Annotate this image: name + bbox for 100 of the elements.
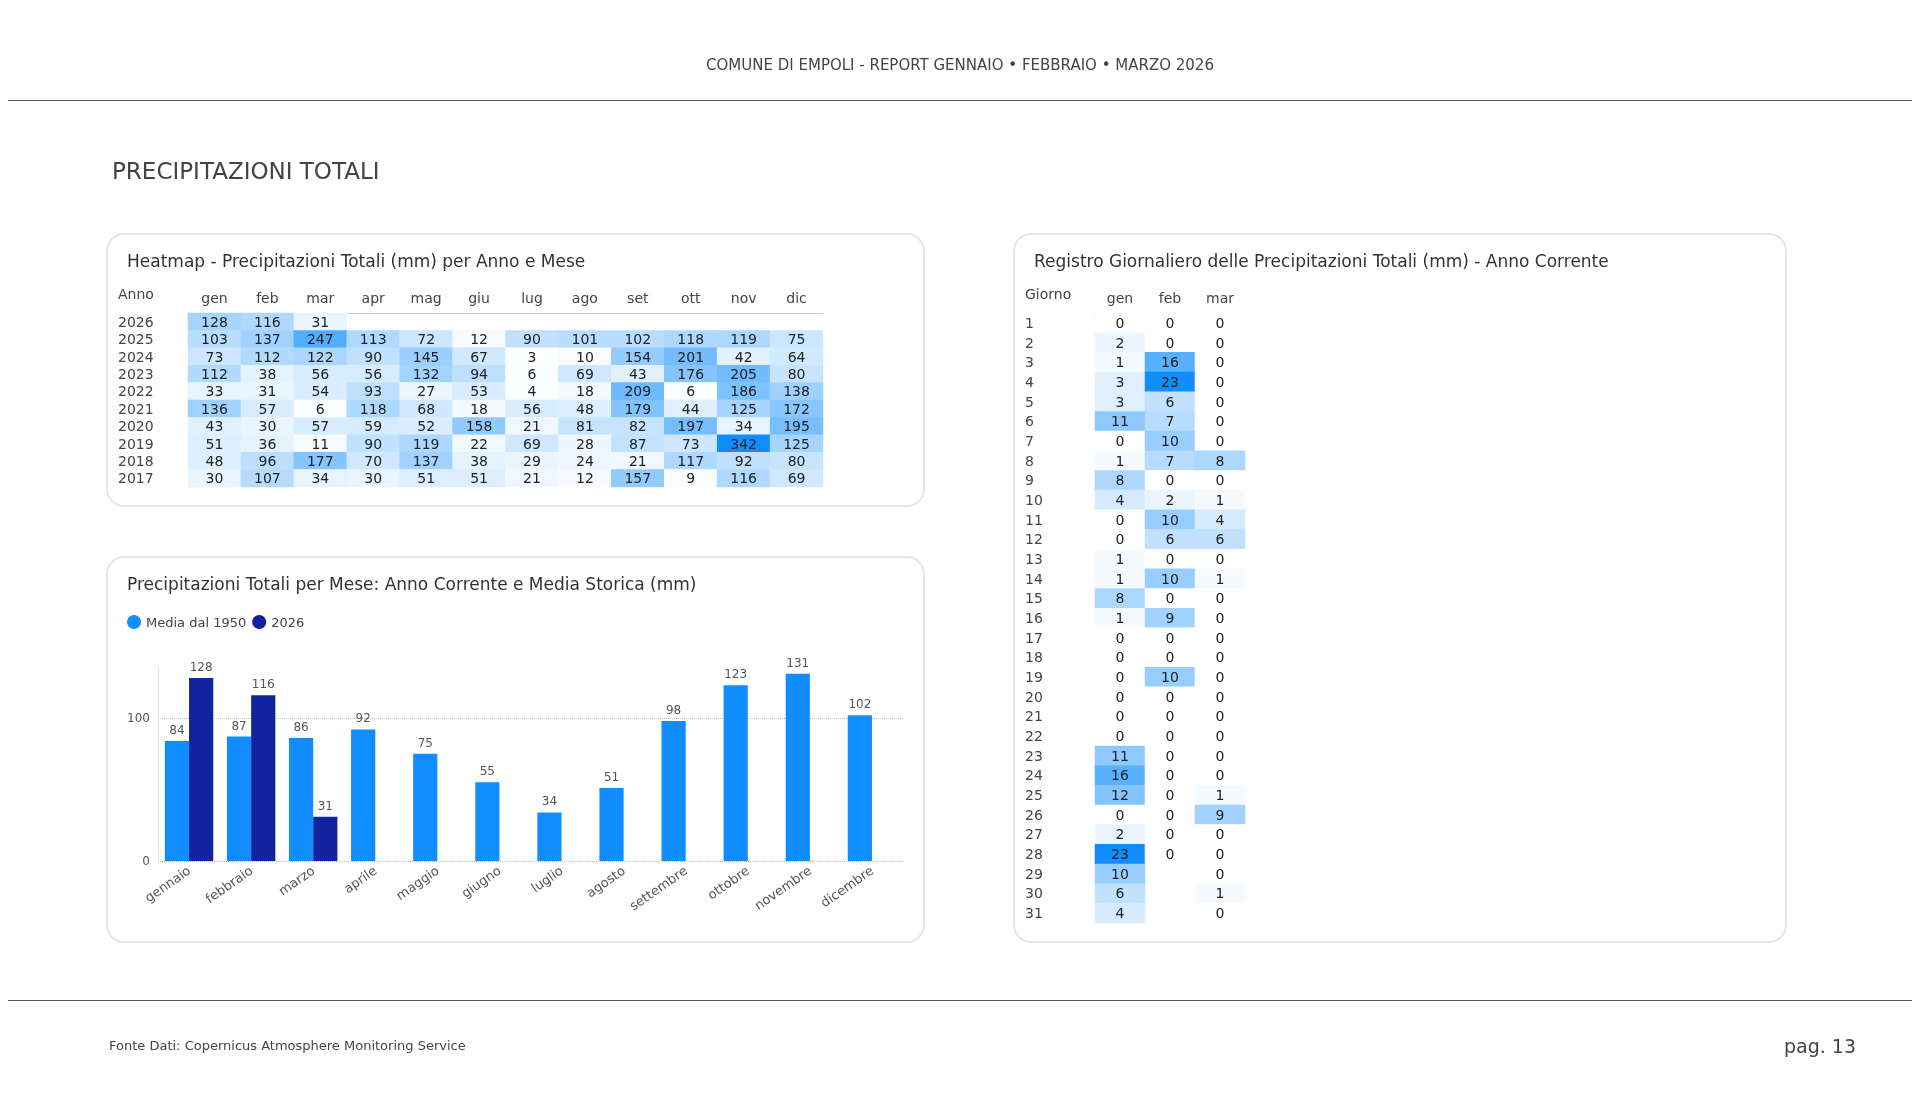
data-label: 342 (730, 435, 757, 452)
x-tick-label: gen (1106, 290, 1134, 306)
y-tick-label: 5 (1025, 393, 1034, 410)
data-label: 52 (417, 418, 436, 435)
data-label: 31 (258, 383, 277, 400)
data-label: 0 (1165, 806, 1175, 823)
y-tick-label: 12 (1025, 531, 1043, 548)
data-label: 51 (470, 470, 488, 487)
y-tick-label: 16 (1025, 610, 1043, 626)
data-label: 4 (527, 383, 537, 400)
y-tick-label: 23 (1025, 747, 1043, 764)
data-label: 33 (205, 383, 224, 400)
data-label: 118 (359, 400, 387, 417)
x-tick-label: lug (521, 290, 543, 306)
text: PRECIPITAZIONI TOTALI (112, 158, 380, 184)
data-label: 16 (1161, 354, 1179, 371)
data-label: 82 (628, 418, 647, 435)
x-tick-label: dic (786, 290, 807, 306)
data-label: 8 (1215, 452, 1225, 469)
data-label: 101 (571, 331, 599, 348)
data-label: 195 (783, 418, 810, 435)
data-label: 0 (1215, 393, 1225, 410)
data-label: 1 (1115, 610, 1125, 626)
data-label: 4 (1215, 511, 1225, 528)
data-label: 86 (293, 720, 309, 735)
data-label: 125 (783, 435, 810, 452)
data-label: 1 (1115, 550, 1125, 567)
y-tick-label: 28 (1025, 846, 1043, 863)
data-label: 81 (575, 418, 594, 435)
data-label: 131 (786, 655, 810, 670)
data-label: 38 (470, 452, 488, 469)
y-tick-label: 7 (1025, 432, 1034, 449)
data-label: 96 (258, 452, 277, 469)
data-label: 6 (1165, 393, 1175, 410)
y-tick-label: 2024 (118, 348, 154, 365)
data-label: 72 (417, 331, 436, 348)
bar (413, 753, 438, 861)
data-label: 80 (787, 365, 806, 382)
data-label: 0 (1215, 708, 1225, 725)
data-label: 0 (1165, 767, 1175, 784)
x-tick-label: feb (256, 290, 279, 306)
y-tick-label: 26 (1025, 806, 1043, 823)
data-label: 27 (417, 383, 436, 400)
data-label: 0 (1215, 865, 1225, 882)
data-label: 30 (258, 418, 277, 435)
data-label: 44 (681, 400, 700, 417)
bar (847, 715, 872, 861)
data-label: 34 (541, 794, 558, 809)
data-label: 0 (1165, 472, 1175, 489)
y-tick-label: 24 (1025, 767, 1043, 784)
data-label: 2 (1115, 826, 1125, 843)
data-label: 51 (205, 435, 224, 452)
data-label: 87 (628, 435, 647, 452)
y-tick-label: 2026 (118, 313, 154, 330)
data-label: 12 (1111, 787, 1129, 804)
data-label: 51 (417, 470, 436, 487)
data-label: 117 (677, 452, 705, 469)
data-label: 0 (1215, 747, 1225, 764)
data-label: 1 (1215, 885, 1225, 902)
data-label: 0 (1115, 432, 1125, 449)
data-label: 0 (1215, 550, 1225, 567)
x-tick-label: mag (410, 290, 442, 306)
data-label: 18 (575, 383, 594, 400)
data-label: 69 (575, 365, 594, 382)
y-tick-label: 2017 (118, 470, 154, 487)
data-label: 4 (1115, 905, 1125, 922)
data-label: 0 (1165, 747, 1175, 764)
data-label: 59 (364, 418, 383, 435)
data-label: 116 (730, 470, 758, 487)
data-label: 12 (575, 470, 594, 487)
data-label: 137 (412, 452, 440, 469)
data-label: 123 (724, 667, 748, 682)
data-label: 92 (734, 452, 753, 469)
text: Registro Giornaliero delle Precipitazioni Totali (mm) - Anno Corrente (1034, 250, 1609, 271)
data-label: 102 (624, 331, 652, 348)
data-label: 94 (470, 365, 489, 382)
data-label: 18 (470, 400, 488, 417)
data-label: 31 (317, 798, 333, 813)
data-label: 8 (1115, 472, 1125, 489)
data-label: 0 (1165, 629, 1175, 646)
y-tick-label: 2021 (118, 400, 154, 417)
data-label: 0 (1215, 767, 1225, 784)
y-tick-label: 4 (1025, 373, 1034, 390)
text: COMUNE DI EMPOLI - REPORT GENNAIO • FEBBRAIO • MARZO 2026 (705, 56, 1215, 74)
data-label: 10 (1161, 669, 1179, 686)
data-label: 0 (1165, 688, 1175, 705)
y-tick-label: 2023 (118, 365, 154, 382)
y-tick-label: 2025 (118, 331, 154, 348)
data-label: 0 (1165, 314, 1175, 331)
data-label: 158 (465, 418, 493, 435)
data-label: 113 (359, 331, 387, 348)
y-tick-label: 21 (1025, 708, 1043, 725)
data-label: 0 (1115, 314, 1125, 331)
data-label: 132 (412, 365, 440, 382)
data-label: 6 (1215, 531, 1225, 548)
data-label: 8 (1115, 590, 1125, 607)
data-label: 119 (730, 331, 757, 348)
data-label: 11 (1111, 747, 1129, 764)
bar (164, 740, 190, 861)
data-label: 177 (306, 452, 334, 469)
